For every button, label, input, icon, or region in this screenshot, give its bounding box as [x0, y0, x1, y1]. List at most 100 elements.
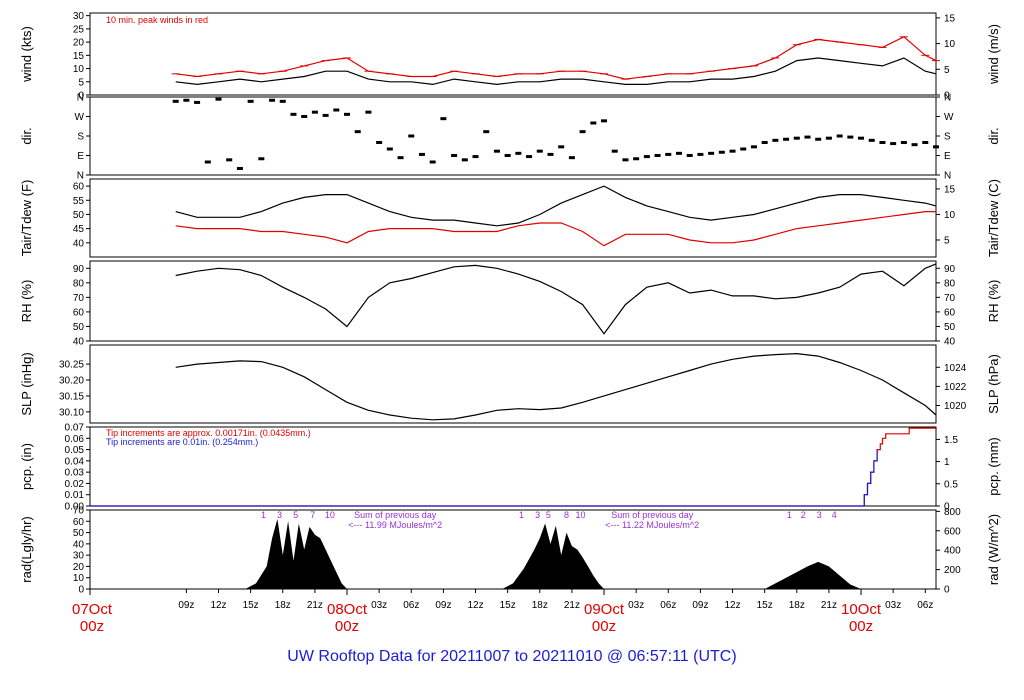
dir-point [740, 147, 747, 151]
slp-series-line [175, 352, 937, 421]
dir-point [344, 112, 351, 116]
dir-point [675, 151, 682, 155]
pcp-right-tick-label: 1.5 [944, 435, 958, 446]
pcp-left-tick-label: 0.05 [65, 445, 85, 456]
dir-point [633, 157, 640, 161]
wind-left-tick-label: 20 [73, 38, 85, 49]
dir-right-tick-label: E [944, 151, 951, 162]
rh-right-tick-label: 70 [944, 293, 956, 304]
pcp-annotation: Tip increments are 0.01in. (0.254mm.) [106, 437, 258, 447]
rh-left-tick-label: 60 [73, 307, 85, 318]
dir-point [204, 160, 211, 164]
pcp-left-tick-label: 0.07 [65, 423, 85, 434]
rh-left-tick-label: 80 [73, 278, 85, 289]
rad-right-tick-label: 200 [944, 565, 961, 576]
day-label-hour: 00z [335, 618, 359, 635]
rh-ylabel-right: RH (%) [986, 280, 1001, 323]
x-tick-label: 18z [532, 600, 548, 611]
dir-point [215, 97, 222, 101]
rh-left-tick-label: 50 [73, 322, 85, 333]
rad-left-tick-label: 60 [73, 517, 85, 528]
dir-point [472, 155, 479, 159]
dir-point [461, 158, 468, 162]
day-label-hour: 00z [80, 618, 104, 635]
dir-point [547, 152, 554, 156]
x-tick-label: 09z [692, 600, 708, 611]
rad-marker: 8 [564, 510, 569, 520]
temp-frame [89, 178, 937, 258]
pcp-left-tick-label: 0.04 [65, 456, 85, 467]
dir-point [836, 134, 843, 138]
dir-right-tick-label: W [944, 112, 954, 123]
rad-marker: 3 [817, 510, 822, 520]
x-tick-label: 06z [917, 600, 933, 611]
dir-point [643, 155, 650, 159]
footer-title: UW Rooftop Data for 20211007 to 20211010… [287, 648, 737, 665]
day-label-date: 08Oct [327, 601, 368, 618]
dir-point [568, 156, 575, 160]
dir-point [922, 141, 929, 144]
dir-point [172, 99, 179, 103]
rh-right-tick-label: 60 [944, 307, 956, 318]
dir-point [697, 152, 704, 156]
rad-marker: 1 [787, 510, 792, 520]
dir-point [247, 99, 254, 103]
rh-right-tick-label: 80 [944, 278, 956, 289]
dir-ylabel-left: dir. [19, 127, 34, 144]
x-tick-label: 09z [178, 600, 194, 611]
dir-point [611, 149, 618, 153]
rh-right-tick-label: 90 [944, 264, 956, 275]
slp-left-tick-label: 30.10 [59, 407, 84, 418]
dir-point [515, 151, 522, 155]
wind-annotation: 10 min. peak winds in red [106, 15, 208, 25]
dir-point [376, 141, 383, 144]
rad-marker: 3 [277, 510, 282, 520]
rad-right-tick-label: 400 [944, 546, 961, 557]
rh-left-tick-label: 90 [73, 264, 85, 275]
dir-left-tick-label: N [77, 93, 84, 104]
slp-left-tick-label: 30.25 [59, 360, 84, 371]
dir-point [536, 149, 543, 153]
pcp-left-tick-label: 0.01 [65, 490, 85, 501]
pcp-left-tick-label: 0.06 [65, 434, 85, 445]
x-tick-label: 12z [210, 600, 226, 611]
rad-marker: 4 [832, 510, 837, 520]
dir-point [365, 110, 372, 114]
rad-left-tick-label: 30 [73, 551, 85, 562]
wind-left-tick-label: 25 [73, 24, 85, 35]
rad-marker: 5 [546, 510, 551, 520]
dir-point [772, 138, 779, 142]
rad-left-tick-label: 40 [73, 539, 85, 550]
dir-left-tick-label: W [75, 112, 85, 123]
dir-left-tick-label: S [77, 132, 84, 143]
temp-left-tick-label: 45 [73, 224, 85, 235]
x-tick-label: 09z [435, 600, 451, 611]
dir-point [761, 141, 768, 144]
dir-point [933, 145, 939, 149]
dir-point [708, 151, 715, 155]
rad-marker: 10 [575, 510, 585, 520]
dir-left-tick-label: N [77, 171, 84, 182]
slp-ylabel-right: SLP (hPa) [986, 354, 1001, 414]
dir-point [804, 135, 811, 139]
dir-point [418, 152, 425, 156]
dir-point [601, 119, 608, 123]
pcp-left-tick-label: 0.00 [65, 502, 85, 513]
wind-left-tick-label: 10 [73, 64, 85, 75]
wind-left-tick-label: 0 [78, 91, 84, 102]
dir-point [718, 150, 725, 154]
dir-point [408, 134, 415, 138]
temp-series-line [175, 211, 936, 247]
pcp-right-tick-label: 0 [944, 502, 950, 513]
rh-left-tick-label: 70 [73, 293, 85, 304]
x-tick-label: 21z [821, 600, 837, 611]
dir-point [686, 154, 693, 157]
dir-point [793, 136, 800, 140]
dir-point [783, 137, 790, 141]
pcp-annotation: Tip increments are approx. 0.00171in. (0… [106, 428, 311, 438]
rad-right-tick-label: 600 [944, 526, 961, 537]
temp-ylabel-right: Tair/Tdew (C) [986, 179, 1001, 257]
pcp-right-tick-label: 1 [944, 457, 950, 468]
dir-point [333, 108, 340, 112]
